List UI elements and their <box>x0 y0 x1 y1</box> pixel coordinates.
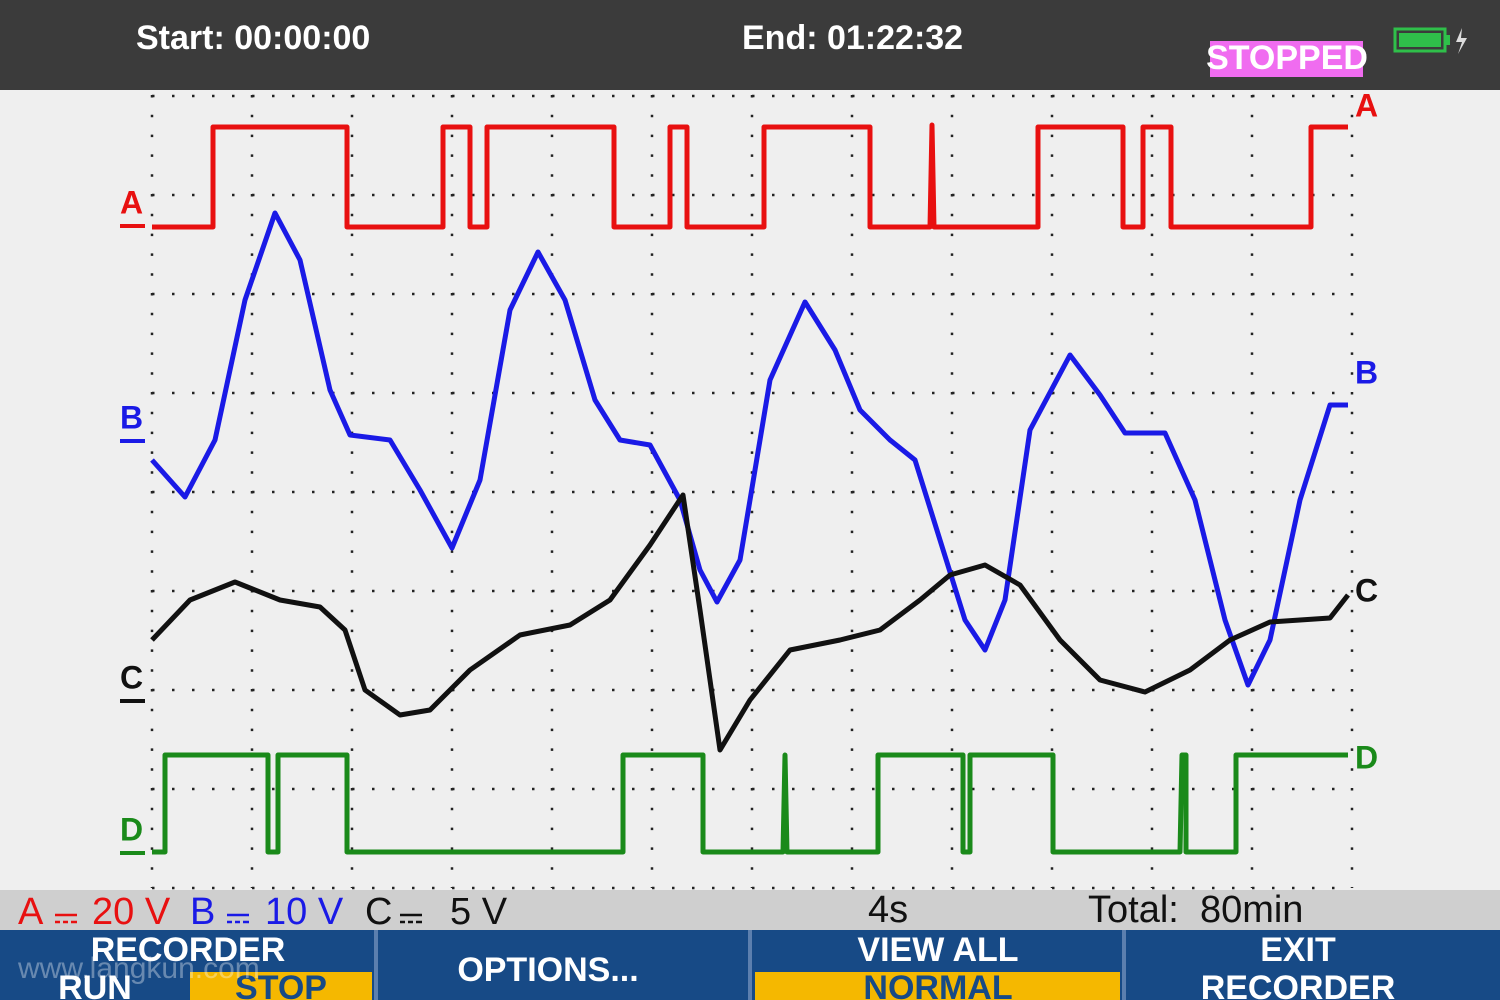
battery-icon <box>1393 27 1467 54</box>
timebase: 4s <box>868 889 908 931</box>
ground-marker <box>120 699 145 703</box>
softkey-option[interactable]: STOP <box>235 969 327 1000</box>
divider <box>1122 930 1126 1000</box>
right-labels: A B C D <box>1355 87 1378 775</box>
softkey-label[interactable]: RECORDER <box>91 931 286 969</box>
trace-label: A <box>1355 87 1378 123</box>
divider <box>748 930 752 1000</box>
status-text: STOPPED <box>1206 39 1368 77</box>
softkey[interactable]: RECORDER RUN STOP <box>58 931 372 1000</box>
ground-marker <box>120 224 145 228</box>
trace-label: B <box>1355 354 1378 390</box>
selected-option-bg <box>755 972 1120 1000</box>
channel-scale: 20 V <box>92 891 171 933</box>
channel-name: B <box>190 891 215 933</box>
trace-label: C <box>120 659 143 695</box>
end-time: End: 01:22:32 <box>742 19 963 57</box>
dc-symbol <box>400 913 422 924</box>
trace-c <box>150 492 1350 753</box>
softkey[interactable]: OPTIONS... <box>457 951 638 989</box>
trace-label: D <box>120 811 143 847</box>
divider <box>374 930 378 1000</box>
softkey[interactable]: VIEW ALL NORMAL <box>755 931 1120 1000</box>
trace-label: C <box>1355 572 1378 608</box>
channel-name: C <box>365 891 392 933</box>
trace-label: A <box>120 184 143 220</box>
ground-marker <box>120 851 145 855</box>
channel-scale: 5 V <box>450 891 508 933</box>
status-bar <box>0 890 1500 930</box>
channel-scales: A 20 V B 10 V C 5 V <box>18 891 508 933</box>
trace-label: D <box>1355 739 1378 775</box>
softkey[interactable]: EXIT RECORDER <box>1201 931 1396 1000</box>
softkey-label[interactable]: OPTIONS... <box>457 951 638 989</box>
channel-name: A <box>18 891 44 933</box>
softkey-option[interactable]: NORMAL <box>863 969 1012 1000</box>
trace-label: B <box>120 399 143 435</box>
channel-scale: 10 V <box>265 891 344 933</box>
softkey-label[interactable]: VIEW ALL <box>857 931 1018 969</box>
dc-symbol <box>55 913 77 924</box>
dc-symbol <box>227 913 249 924</box>
selected-option-bg <box>190 972 372 1000</box>
watermark: www.langkun.com <box>17 952 260 985</box>
ground-marker <box>120 439 145 443</box>
start-time: Start: 00:00:00 <box>136 19 370 57</box>
softkey-sub[interactable]: RECORDER <box>1201 969 1396 1000</box>
trace-a <box>152 122 1348 230</box>
total-time: Total: 80min <box>1088 889 1303 931</box>
trace-d <box>152 752 1348 855</box>
grid <box>150 94 1354 890</box>
softkey-option[interactable]: RUN <box>58 969 132 1000</box>
left-labels: A B C D <box>120 184 145 855</box>
trace-b <box>150 210 1348 688</box>
softkey-label[interactable]: EXIT <box>1260 931 1336 969</box>
status-badge <box>1210 41 1363 77</box>
